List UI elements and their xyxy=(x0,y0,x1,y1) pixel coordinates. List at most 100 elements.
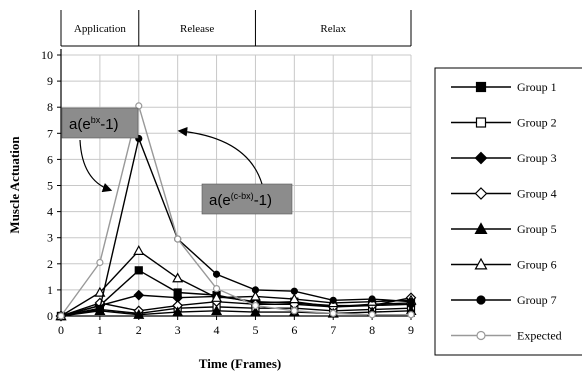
point-group-6 xyxy=(249,290,261,301)
x-tick-label: 1 xyxy=(97,323,103,337)
annotation-growth-text: a(ebx-1) xyxy=(69,115,119,133)
phase-label-application: Application xyxy=(74,23,126,35)
point-group-7 xyxy=(290,287,298,295)
y-tick-label: 4 xyxy=(47,205,53,219)
x-tick-label: 4 xyxy=(214,323,220,337)
x-tick-label: 9 xyxy=(408,323,414,337)
series-group-6 xyxy=(55,245,417,321)
legend-marker-group-6 xyxy=(474,257,488,270)
point-expected xyxy=(329,309,337,317)
x-tick-label: 5 xyxy=(252,323,258,337)
legend-item-group-4: Group 4 xyxy=(451,187,557,201)
legend-item-group-2: Group 2 xyxy=(451,116,557,130)
point-group-7 xyxy=(329,296,337,304)
x-tick-label: 6 xyxy=(291,323,297,337)
y-tick-label: 0 xyxy=(47,309,53,323)
point-group-6 xyxy=(133,245,145,255)
annotation-growth-box xyxy=(61,107,139,139)
legend-item-expected: Expected xyxy=(451,329,562,343)
annotation-decay-box xyxy=(201,183,293,215)
phase-label-release: Release xyxy=(180,23,214,35)
point-group-7 xyxy=(212,270,221,278)
y-tick-label: 2 xyxy=(47,257,53,271)
point-expected xyxy=(407,311,415,319)
point-group-6 xyxy=(288,293,300,304)
point-group-6 xyxy=(211,291,223,302)
point-expected xyxy=(57,312,65,320)
point-expected xyxy=(290,307,298,315)
series-lines xyxy=(55,102,417,322)
legend-item-group-6: Group 6 xyxy=(451,258,557,272)
annotations: a(ebx-1) a(e(c-bx)-1) xyxy=(61,107,293,215)
point-group-7 xyxy=(407,298,415,306)
point-group-7 xyxy=(251,286,260,294)
legend-marker-group-2 xyxy=(475,117,487,128)
point-group-6 xyxy=(172,272,184,283)
y-tick-label: 6 xyxy=(47,152,53,166)
point-group-5 xyxy=(133,308,145,319)
legend-marker-group-1 xyxy=(475,81,487,93)
phase-bar: Application Release Relax xyxy=(60,10,412,47)
arrow-growth xyxy=(79,139,113,193)
x-tick-label: 0 xyxy=(58,323,64,337)
series-line-group-5 xyxy=(60,310,412,317)
legend-item-group-1: Group 1 xyxy=(451,80,557,94)
series-group-7 xyxy=(57,134,415,320)
y-tick-label: 8 xyxy=(47,100,53,114)
legend-marker-group-5 xyxy=(474,222,488,234)
y-tick-label: 9 xyxy=(47,74,53,88)
y-tick-label: 10 xyxy=(41,48,53,62)
point-group-7 xyxy=(96,304,104,312)
legend-label-group-3: Group 3 xyxy=(517,151,557,165)
annotation-decay: a(e(c-bx)-1) xyxy=(201,183,293,215)
legend-label-group-1: Group 1 xyxy=(517,80,557,94)
legend-label-group-4: Group 4 xyxy=(517,187,557,201)
legend-label-group-2: Group 2 xyxy=(517,116,557,130)
legend-label-group-5: Group 5 xyxy=(517,222,557,236)
point-group-7 xyxy=(368,295,376,303)
y-tick-label: 1 xyxy=(47,283,53,297)
tick-labels: 0 1 2 3 4 5 6 7 8 9 10 0 1 2 3 4 5 6 7 8 9 xyxy=(41,48,414,337)
point-expected xyxy=(135,102,143,110)
legend-marker-group-3 xyxy=(474,151,488,165)
legend-label-group-7: Group 7 xyxy=(517,293,557,307)
point-group-3 xyxy=(133,289,145,301)
phase-label-relax: Relax xyxy=(320,23,346,35)
y-tick-label: 5 xyxy=(47,179,53,193)
legend-item-group-5: Group 5 xyxy=(451,222,557,236)
x-tick-label: 8 xyxy=(369,323,375,337)
series-group-5 xyxy=(55,305,417,321)
y-tick-label: 7 xyxy=(47,126,53,140)
x-tick-label: 3 xyxy=(175,323,181,337)
legend-item-group-3: Group 3 xyxy=(451,151,557,165)
x-tick-label: 2 xyxy=(136,323,142,337)
y-tick-label: 3 xyxy=(47,231,53,245)
point-group-6 xyxy=(94,286,106,297)
arrow-decay xyxy=(177,126,263,185)
legend-item-group-7: Group 7 xyxy=(451,293,557,307)
annotation-growth: a(ebx-1) xyxy=(61,107,139,139)
series-line-group-4 xyxy=(60,297,412,317)
point-expected xyxy=(96,258,104,267)
legend-label-group-6: Group 6 xyxy=(517,258,557,272)
point-group-5 xyxy=(172,306,184,317)
y-axis-title: Muscle Actuation xyxy=(7,136,22,234)
legend: Group 1 Group 2 Group 3 Group 4 Group 5 Group… xyxy=(434,67,582,356)
x-axis-title: Time (Frames) xyxy=(199,356,281,371)
point-expected xyxy=(251,301,260,310)
point-expected xyxy=(174,235,182,243)
point-group-5 xyxy=(211,305,223,315)
annotation-decay-text: a(e(c-bx)-1) xyxy=(209,191,272,209)
series-line-expected xyxy=(60,103,411,317)
point-expected xyxy=(212,284,221,293)
x-tick-label: 7 xyxy=(330,323,336,337)
series-line-group-7 xyxy=(60,136,412,317)
axes xyxy=(57,49,415,320)
legend-marker-group-4 xyxy=(474,187,488,200)
series-expected xyxy=(57,102,415,320)
point-expected xyxy=(368,311,376,319)
legend-box xyxy=(434,67,582,356)
point-group-5 xyxy=(249,306,261,317)
point-group-1 xyxy=(134,266,143,275)
